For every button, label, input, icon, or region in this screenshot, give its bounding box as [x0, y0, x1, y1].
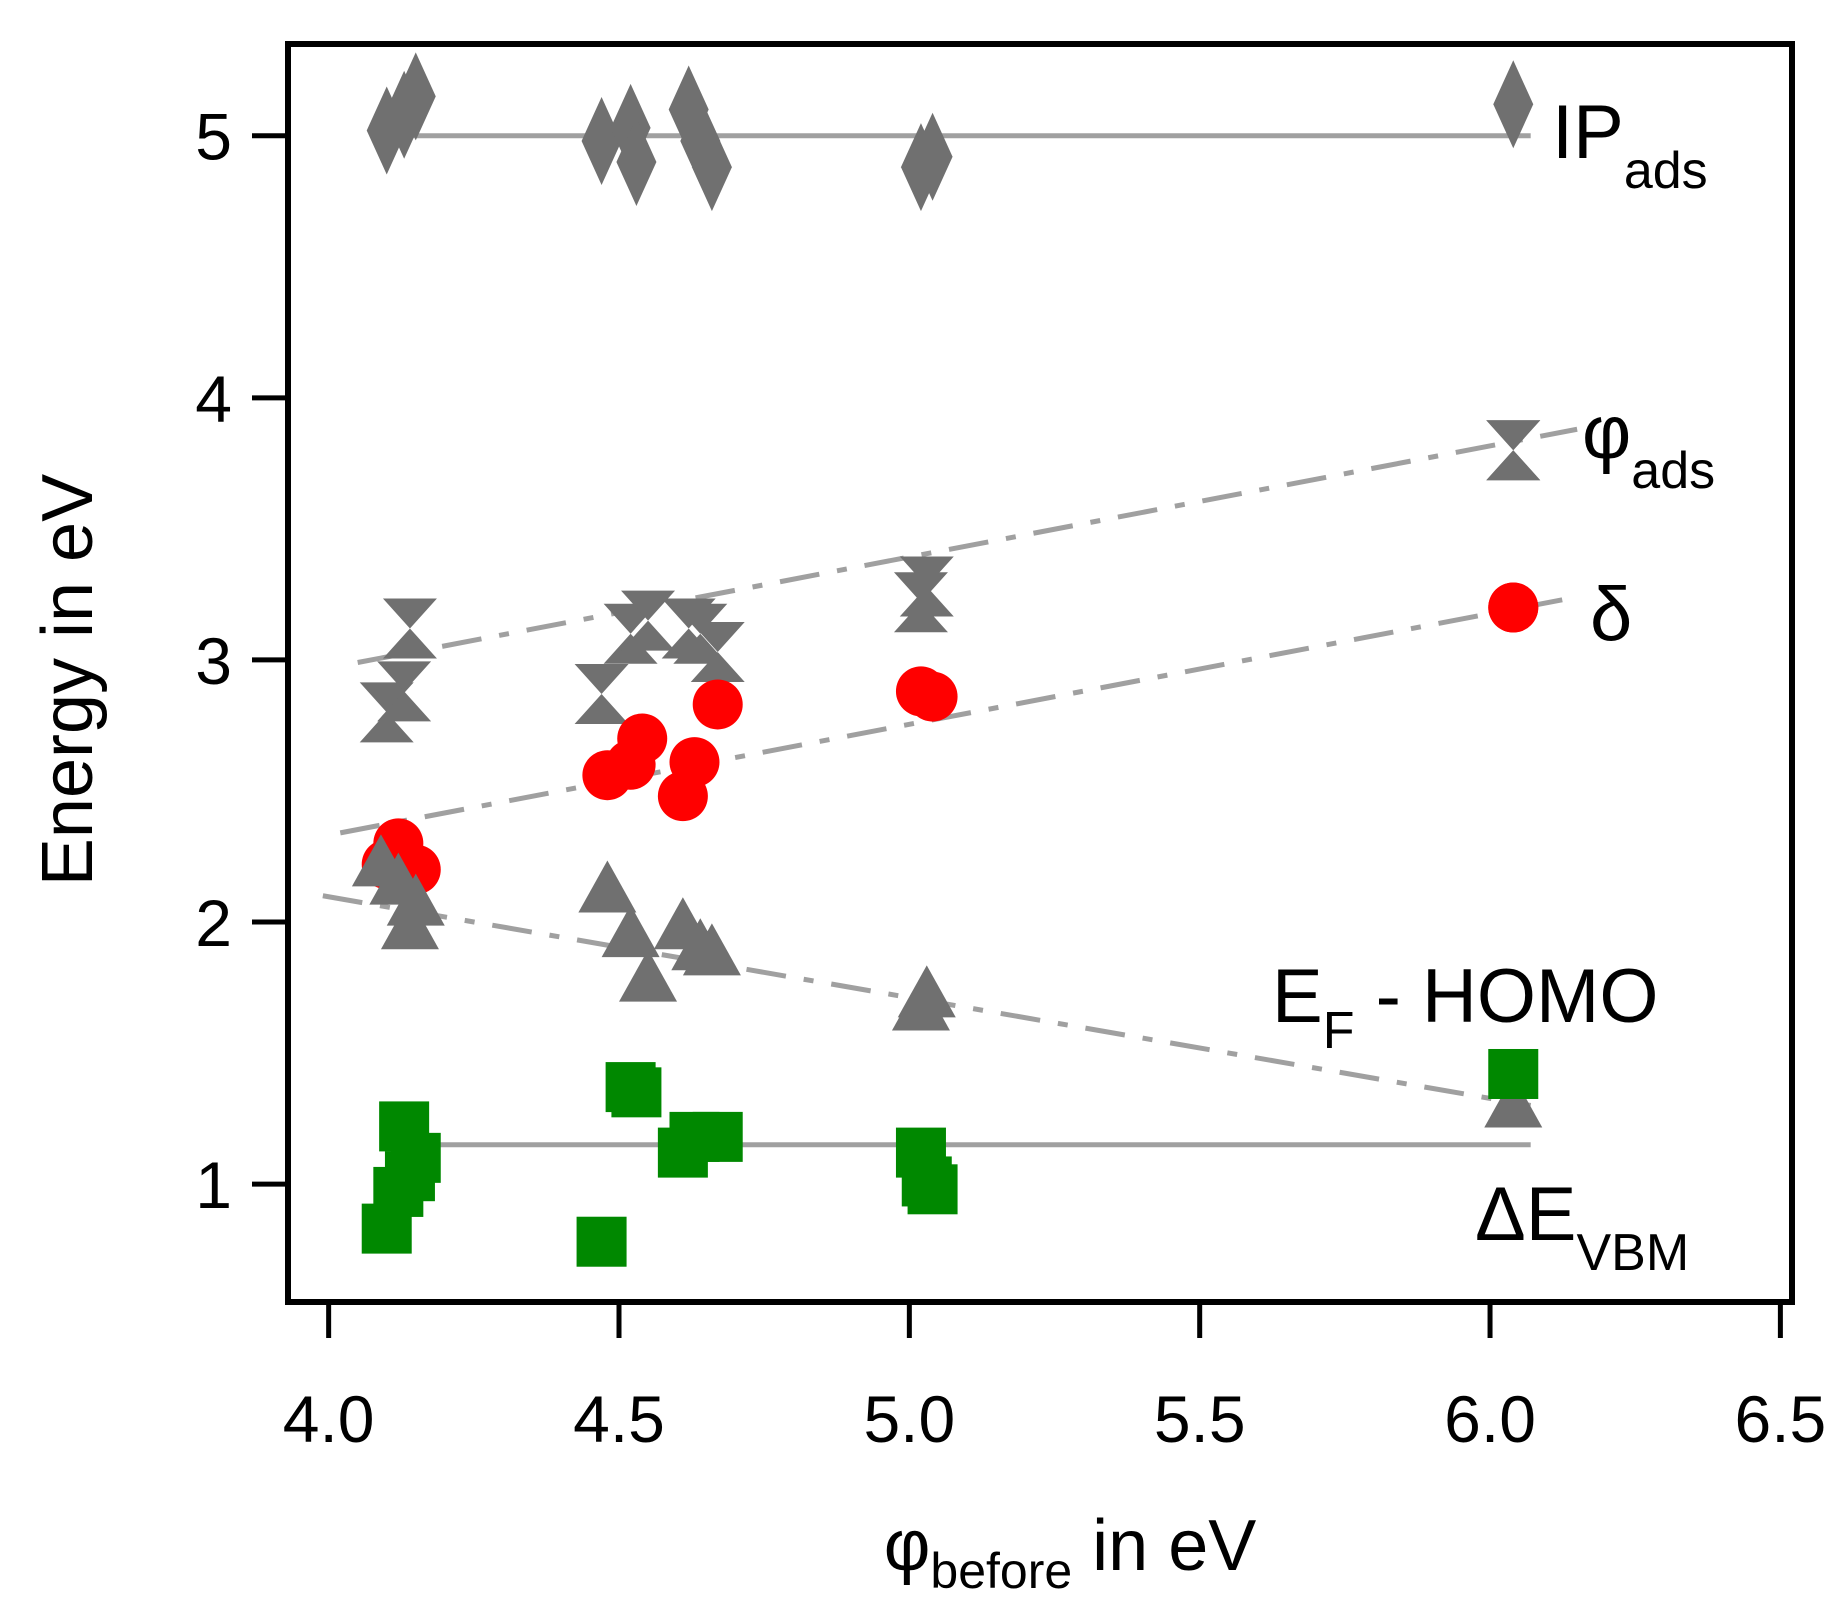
x-tick-label: 6.5 [1735, 1382, 1827, 1456]
series-label-delta-e-vbm: ΔEVBM [1475, 1172, 1689, 1282]
marker-square-4-5 [576, 1216, 627, 1267]
marker-diamond-0-3 [581, 96, 622, 185]
y-tick-label: 1 [195, 1148, 232, 1222]
series-label-ef-homo: EF - HOMO [1272, 954, 1658, 1060]
marker-diamond-0-5 [616, 117, 657, 206]
x-axis-ticks: 4.0 4.5 5.0 5.5 6.0 6.5 [283, 1302, 1826, 1456]
marker-square-4-7 [611, 1067, 662, 1118]
marker-triangle-3-9 [682, 923, 741, 976]
marker-diamond-0-2 [395, 52, 436, 141]
marker-triangle-3-6 [619, 949, 678, 1002]
y-axis-title: Energy in eV [28, 474, 108, 886]
marker-hourglass-1-8 [690, 622, 745, 683]
marker-square-4-10 [692, 1111, 743, 1162]
marker-triangle-3-11 [897, 965, 956, 1018]
marker-hourglass-1-3 [574, 663, 629, 724]
x-tick-label: 4.5 [573, 1382, 665, 1456]
series-label-phi-ads: φads [1582, 390, 1715, 500]
marker-hourglass-1-9 [893, 572, 948, 633]
data-markers [351, 52, 1543, 1267]
x-tick-label: 5.5 [1154, 1382, 1246, 1456]
y-axis-ticks: 1 2 3 4 5 [195, 100, 288, 1222]
marker-triangle-3-3 [386, 873, 445, 926]
marker-diamond-0-11 [1493, 60, 1534, 149]
x-tick-label: 5.0 [863, 1382, 955, 1456]
series-label-delta: δ [1590, 572, 1632, 657]
marker-square-4-13 [907, 1164, 958, 1215]
marker-diamond-0-8 [691, 123, 732, 212]
x-tick-label: 4.0 [283, 1382, 375, 1456]
y-tick-label: 5 [195, 100, 232, 174]
marker-hourglass-1-10 [899, 556, 954, 617]
marker-circle-2-7 [669, 737, 720, 788]
legend-marker-phi-ads [1486, 420, 1541, 481]
y-tick-label: 4 [195, 362, 232, 436]
marker-triangle-3-5 [601, 905, 660, 958]
trend-line-1 [357, 426, 1578, 665]
legend-marker-delta [1488, 582, 1539, 633]
marker-square-4-4 [390, 1132, 441, 1183]
plot-frame [285, 41, 1795, 1305]
series-label-ip-ads: IPads [1552, 90, 1708, 200]
trend-line-2 [339, 594, 1578, 836]
marker-hourglass-1-1 [377, 661, 432, 722]
marker-triangle-3-4 [578, 860, 637, 913]
marker-triangle-3-12 [1484, 1075, 1543, 1128]
marker-circle-2-5 [617, 713, 668, 764]
x-axis-title: φbefore in eV [884, 1506, 1257, 1599]
marker-circle-2-8 [692, 679, 743, 730]
marker-diamond-0-10 [912, 112, 953, 201]
marker-circle-2-10 [907, 671, 958, 722]
y-tick-label: 3 [195, 624, 232, 698]
marker-hourglass-1-5 [621, 590, 676, 651]
y-tick-label: 2 [195, 886, 232, 960]
marker-hourglass-1-7 [673, 603, 728, 664]
marker-hourglass-1-2 [382, 598, 437, 659]
marker-square-4-14 [1488, 1048, 1539, 1099]
x-tick-label: 6.0 [1444, 1382, 1536, 1456]
